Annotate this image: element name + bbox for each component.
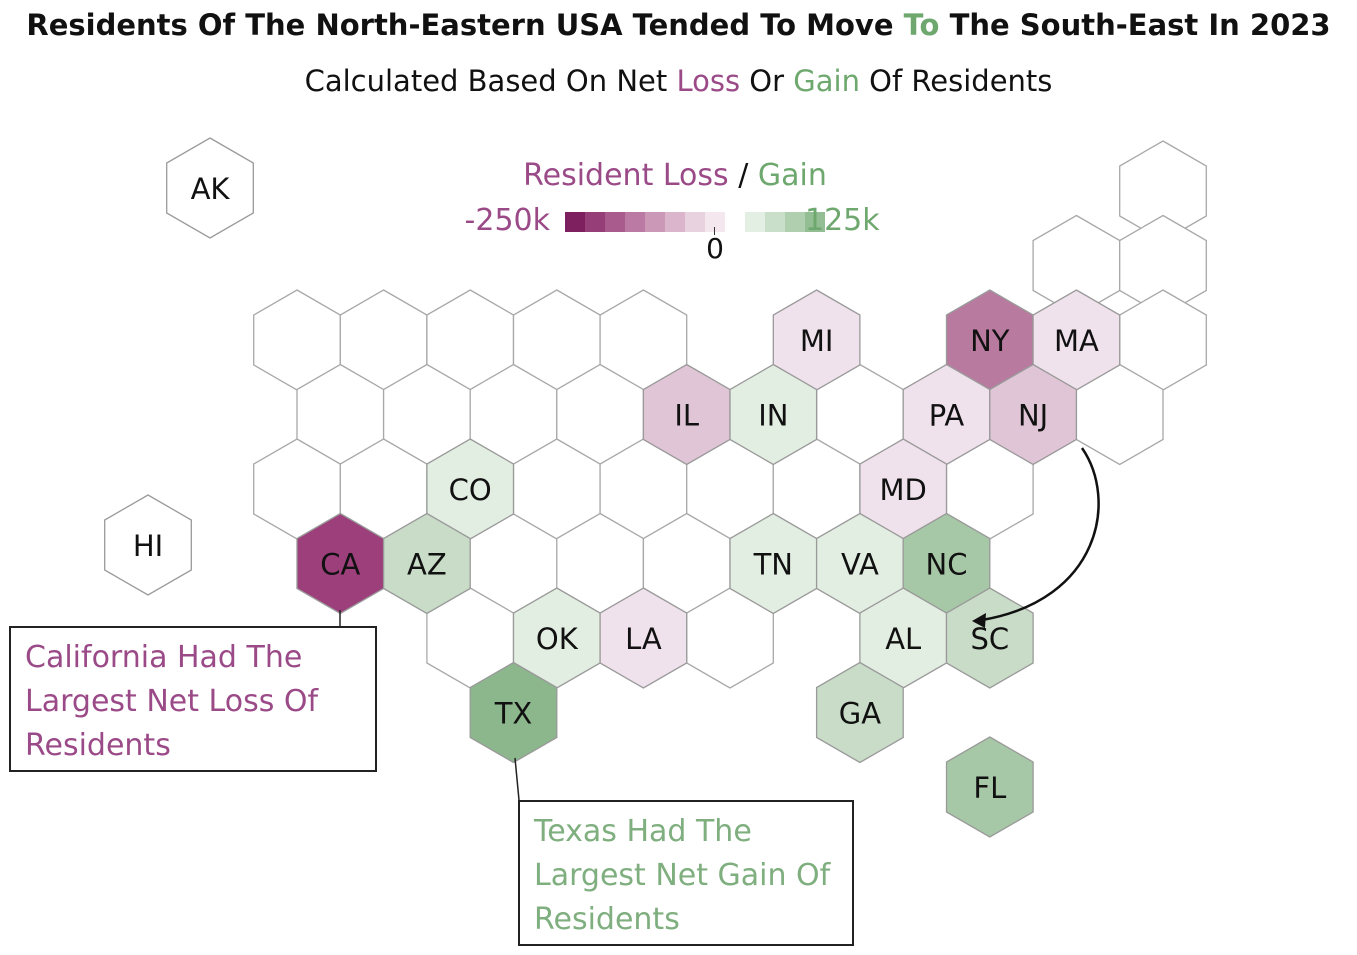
legend-max-label: 125k: [805, 203, 880, 238]
state-hex-ak: [166, 137, 254, 239]
state-label-ga: GA: [839, 697, 881, 731]
state-label-la: LA: [625, 622, 662, 656]
state-label-az: AZ: [407, 548, 447, 582]
state-label-ca: CA: [320, 548, 360, 582]
state-label-in: IN: [758, 399, 788, 433]
state-label-tn: TN: [753, 548, 793, 582]
legend-swatch: [705, 212, 725, 232]
state-label-al: AL: [885, 622, 921, 656]
legend-zero-label: 0: [706, 232, 724, 265]
state-label-co: CO: [449, 473, 492, 507]
state-label-ok: OK: [536, 622, 579, 656]
chart-title: Residents Of The North-Eastern USA Tende…: [26, 8, 1331, 42]
state-label-nc: NC: [926, 548, 968, 582]
hex-grid: [104, 137, 1207, 838]
legend-min-label: -250k: [464, 203, 550, 238]
legend-swatch: [565, 212, 585, 232]
legend-color-scale: [565, 212, 825, 232]
state-label-hi: HI: [133, 529, 163, 563]
migration-arrowhead: [972, 613, 986, 628]
legend-zero-tick: [714, 227, 715, 235]
state-hex-in: [729, 363, 818, 466]
state-hex-tx: [469, 661, 558, 764]
state-hex-fl: [945, 736, 1034, 838]
state-label-va: VA: [841, 548, 879, 582]
state-hex-az: [382, 512, 471, 615]
state-label-ny: NY: [970, 324, 1010, 358]
state-label-il: IL: [674, 399, 699, 433]
texas-leader-line: [514, 757, 520, 801]
migration-arrow: [981, 447, 1100, 622]
legend-title: Resident Loss / Gain: [523, 158, 827, 193]
legend-swatch: [645, 212, 665, 232]
legend-swatch: [805, 212, 825, 232]
state-hex-hi: [104, 494, 192, 596]
state-hex-nj: [989, 363, 1078, 466]
state-labels: AK HI MI NY MA IL IN PA NJ CO MD CA AZ TN VA NC OK LA AL SC…: [133, 172, 1099, 805]
legend-swatch: [605, 212, 625, 232]
texas-callout: Texas Had The Largest Net Gain Of Reside…: [518, 800, 854, 946]
california-callout: California Had The Largest Net Loss Of R…: [9, 626, 377, 772]
state-label-mi: MI: [800, 324, 834, 358]
state-label-ma: MA: [1054, 324, 1099, 358]
state-label-nj: NJ: [1018, 399, 1048, 433]
legend-swatch: [785, 212, 805, 232]
state-hex-la: [599, 587, 688, 689]
legend-swatch: [745, 212, 765, 232]
legend-swatch: [585, 212, 605, 232]
legend-swatch: [765, 212, 785, 232]
state-label-ak: AK: [191, 172, 231, 206]
chart-subtitle: Calculated Based On Net Loss Or Gain Of …: [304, 64, 1053, 98]
legend-swatch: [725, 212, 745, 232]
legend-swatch: [685, 212, 705, 232]
state-label-sc: SC: [970, 622, 1009, 656]
state-label-tx: TX: [494, 697, 533, 731]
state-label-fl: FL: [973, 771, 1006, 805]
legend-swatch: [625, 212, 645, 232]
state-hex-ga: [815, 661, 904, 764]
state-label-md: MD: [880, 473, 927, 507]
state-label-pa: PA: [929, 399, 965, 433]
legend-swatch: [665, 212, 685, 232]
